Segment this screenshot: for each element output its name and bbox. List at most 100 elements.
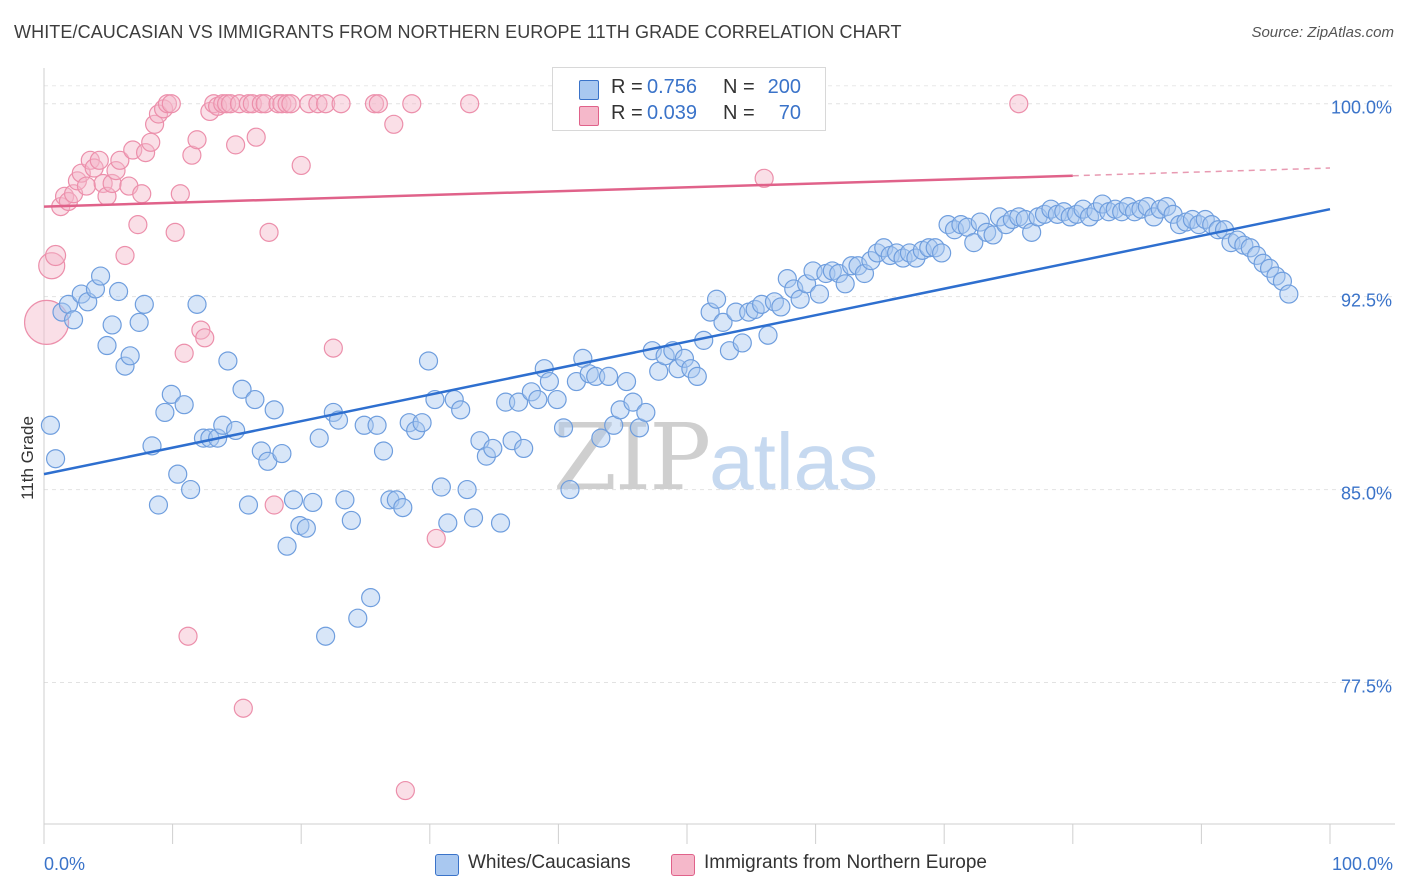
- pink-point: [368, 94, 388, 114]
- blue-point: [187, 294, 207, 314]
- blue-point: [674, 348, 695, 368]
- blue-point: [983, 225, 1003, 245]
- blue-point: [919, 238, 939, 258]
- blue-point: [418, 351, 439, 371]
- pink-point: [144, 114, 165, 134]
- blue-point: [932, 243, 952, 263]
- blue-point: [591, 428, 611, 448]
- blue-point: [560, 479, 580, 500]
- blue-point: [758, 325, 778, 345]
- blue-point: [1079, 207, 1100, 227]
- blue-point: [58, 294, 79, 314]
- blue-point: [373, 441, 394, 461]
- pink-point: [226, 135, 246, 155]
- blue-point: [1240, 238, 1260, 258]
- pink-point: [316, 94, 336, 114]
- blue-point: [102, 315, 122, 335]
- blue-point: [528, 389, 548, 410]
- legend-r-label: R =: [611, 102, 643, 124]
- pink-point: [754, 168, 774, 188]
- pink-point: [384, 114, 404, 134]
- blue-point: [438, 513, 458, 533]
- pink-trend-line: [43, 174, 1073, 208]
- blue-point: [335, 490, 355, 510]
- blue-point: [598, 366, 619, 386]
- blue-point: [431, 477, 451, 497]
- legend-r-value: 0.039: [647, 102, 698, 124]
- blue-point: [706, 289, 727, 309]
- pink-trend-extension: [1072, 167, 1331, 177]
- blue-point: [361, 588, 381, 608]
- pink-point: [128, 215, 148, 235]
- blue-point: [463, 508, 484, 528]
- pink-point: [76, 176, 97, 196]
- legend-swatch-pink: [579, 106, 599, 126]
- pink-point: [110, 150, 130, 170]
- pink-point: [331, 94, 351, 114]
- pink-point: [426, 528, 446, 549]
- blue-point: [272, 443, 292, 464]
- y-tick-label: 100.0%: [1331, 98, 1392, 118]
- blue-point: [63, 310, 84, 330]
- x-tick-label: 100.0%: [1332, 854, 1393, 874]
- pink-point: [170, 184, 190, 204]
- blue-point: [129, 312, 149, 332]
- blue-point: [90, 266, 111, 286]
- blue-point: [970, 212, 990, 232]
- pink-point: [187, 130, 207, 150]
- pink-point: [308, 94, 328, 114]
- series-legend: Whites/Caucasians Immigrants from Northe…: [0, 852, 1406, 878]
- blue-trend-line: [43, 207, 1331, 476]
- blue-point: [85, 279, 106, 299]
- blue-point: [514, 438, 534, 459]
- blue-point: [687, 366, 707, 386]
- blue-point: [155, 402, 175, 423]
- blue-point: [539, 371, 559, 392]
- blue-point: [148, 495, 169, 515]
- legend-n-value: 200: [767, 76, 801, 98]
- blue-point: [245, 389, 265, 410]
- series-swatch-blue: [435, 854, 459, 876]
- blue-point: [283, 490, 304, 510]
- blue-point: [238, 495, 259, 515]
- blue-point: [71, 284, 91, 304]
- blue-point: [835, 274, 855, 294]
- legend-row-pink: R = 0.039 N = 70: [553, 102, 825, 128]
- blue-point: [745, 299, 765, 320]
- blue-point: [457, 479, 477, 500]
- pink-point: [281, 94, 301, 114]
- blue-point: [218, 351, 238, 371]
- correlation-legend: R = 0.756 N = 200 R = 0.039 N = 70: [552, 67, 826, 131]
- pink-point: [182, 145, 202, 165]
- blue-point: [348, 608, 368, 628]
- blue-point: [508, 392, 529, 412]
- pink-point: [141, 132, 161, 152]
- blue-point: [616, 371, 637, 392]
- blue-point: [964, 233, 984, 253]
- blue-point: [547, 389, 567, 410]
- trend-lines: [43, 167, 1331, 476]
- blue-point: [412, 413, 432, 433]
- blue-point: [451, 400, 471, 420]
- blue-point: [316, 626, 336, 646]
- blue-point: [341, 510, 361, 531]
- watermark-atlas: atlas: [709, 417, 879, 506]
- blue-point: [213, 415, 233, 435]
- legend-n-label: N =: [723, 76, 755, 98]
- blue-point: [161, 384, 181, 405]
- pink-point: [102, 173, 122, 194]
- blue-point: [45, 449, 66, 469]
- y-axis-title: 11th Grade: [18, 416, 37, 500]
- blue-point: [232, 379, 252, 399]
- blue-point: [264, 400, 284, 420]
- pink-point: [395, 780, 415, 801]
- blue-point: [174, 395, 194, 415]
- blue-point: [636, 402, 656, 423]
- blue-point: [406, 420, 426, 441]
- legend-n-label: N =: [723, 102, 755, 124]
- blue-point: [1157, 197, 1177, 217]
- pink-point: [165, 222, 185, 242]
- pink-point: [106, 161, 126, 181]
- pink-point: [161, 94, 181, 114]
- x-tick-label: 0.0%: [44, 854, 85, 874]
